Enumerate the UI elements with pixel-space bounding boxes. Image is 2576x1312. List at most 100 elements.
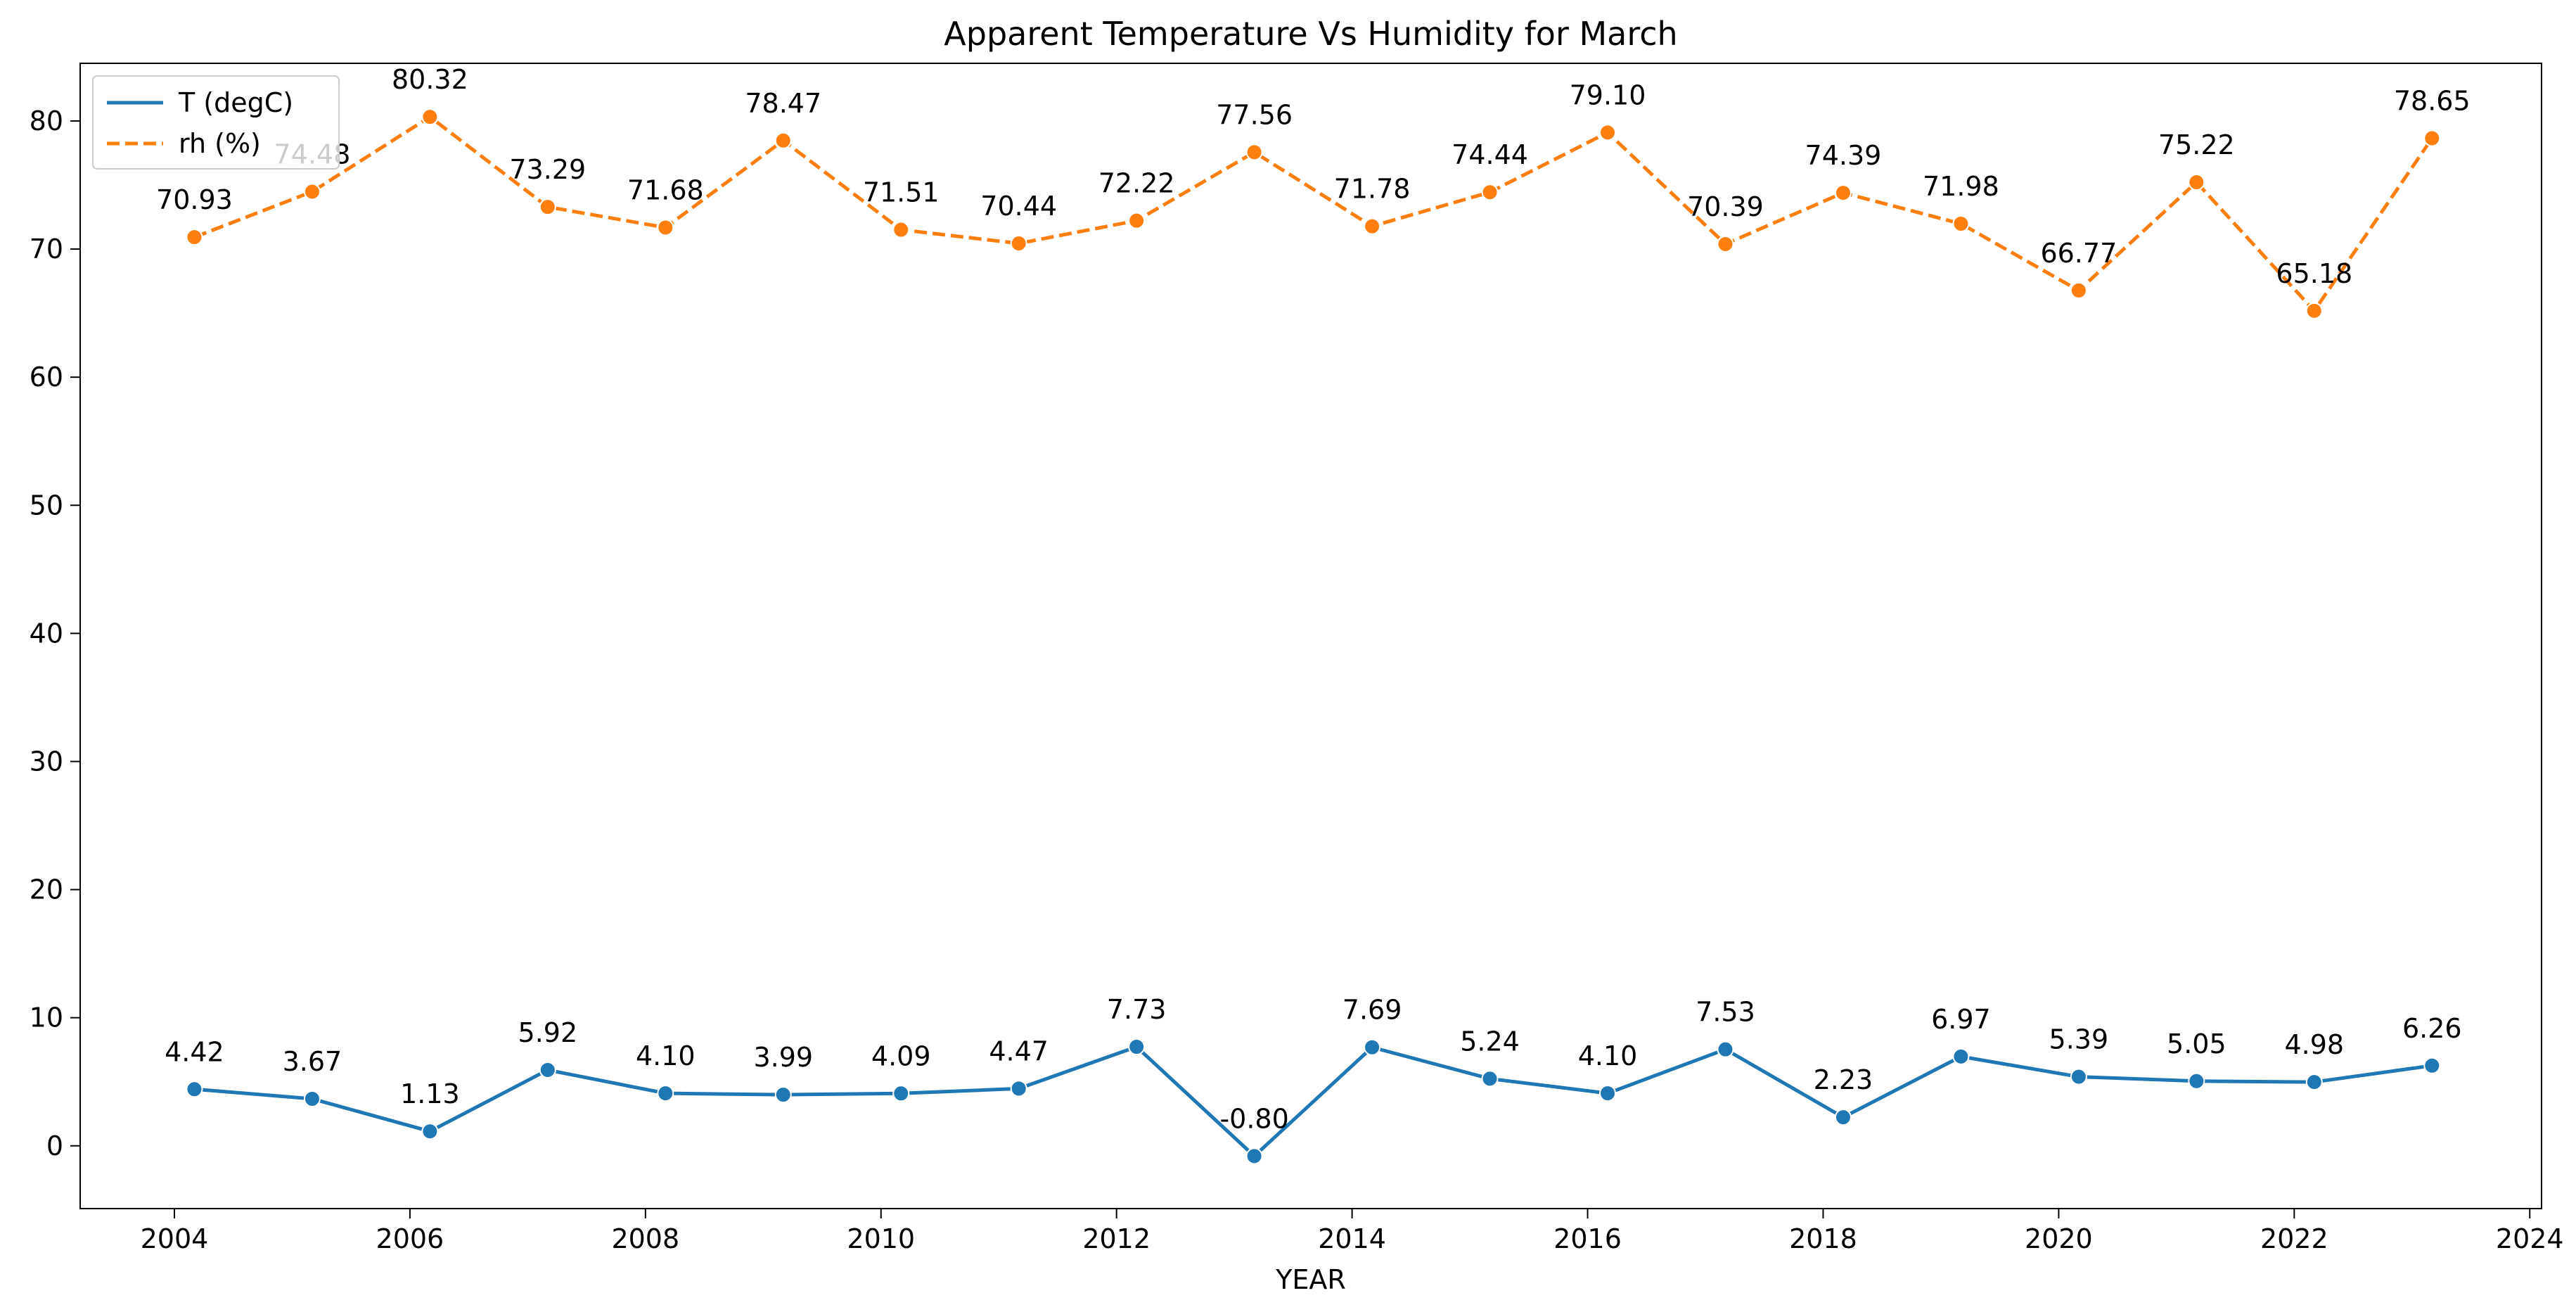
y-tick-label: 0 — [46, 1131, 63, 1161]
data-point — [774, 1086, 792, 1104]
data-point — [892, 1085, 910, 1102]
data-point — [421, 108, 439, 126]
data-label: 3.67 — [283, 1046, 342, 1077]
legend-label: rh (%) — [179, 128, 261, 159]
data-label: 71.78 — [1334, 174, 1411, 205]
x-tick-label: 2008 — [611, 1223, 679, 1254]
data-point — [1010, 235, 1027, 253]
data-point — [1717, 235, 1734, 253]
data-label: 5.05 — [2167, 1028, 2226, 1059]
data-point — [1952, 215, 1970, 232]
x-tick-label: 2024 — [2496, 1223, 2564, 1254]
y-tick-label: 30 — [30, 746, 63, 777]
y-tick-label: 20 — [30, 874, 63, 905]
data-label: 70.44 — [980, 191, 1057, 222]
data-point — [2070, 1068, 2087, 1085]
y-tick-label: 70 — [30, 234, 63, 265]
data-point — [1834, 1109, 1852, 1126]
data-point — [186, 229, 203, 246]
data-label: 74.39 — [1805, 140, 1882, 171]
data-point — [774, 132, 792, 149]
data-label: 4.47 — [989, 1036, 1049, 1066]
plot-axes: 2004 2006 2008 2010 2012 2014 2016 2018 2020 2022… — [30, 63, 2564, 1254]
data-label: 7.53 — [1696, 997, 1755, 1028]
data-label: 3.99 — [753, 1042, 813, 1073]
data-label: 2.23 — [1814, 1064, 1873, 1095]
plot-frame — [79, 63, 2542, 1209]
data-label: 78.47 — [745, 88, 821, 119]
series-line-1 — [194, 1045, 2433, 1158]
data-label: 73.29 — [509, 154, 586, 185]
data-point — [1717, 1040, 1734, 1058]
y-tick-label: 40 — [30, 618, 63, 649]
data-point — [1245, 144, 1263, 161]
data-point — [2305, 1074, 2323, 1091]
y-tick-label: 80 — [30, 106, 63, 136]
data-point — [657, 219, 674, 236]
data-point — [1364, 1038, 1381, 1056]
data-point — [539, 1061, 556, 1078]
y-tick-label: 50 — [30, 490, 63, 521]
data-point — [2070, 281, 2087, 299]
data-label: 4.10 — [1578, 1040, 1638, 1071]
x-tick-label: 2004 — [141, 1223, 209, 1254]
x-tick-label: 2010 — [847, 1223, 915, 1254]
data-label: -0.80 — [1219, 1103, 1288, 1134]
data-label: 78.65 — [2394, 86, 2471, 117]
x-tick-label: 2018 — [1789, 1223, 1857, 1254]
data-point — [421, 1123, 439, 1140]
data-point — [1010, 1080, 1027, 1097]
data-label: 74.44 — [1452, 139, 1528, 170]
x-tick-label: 2016 — [1553, 1223, 1622, 1254]
data-point — [1952, 1047, 1970, 1065]
data-label: 70.93 — [156, 184, 233, 215]
data-point — [2305, 302, 2323, 319]
y-tick-label: 10 — [30, 1002, 63, 1033]
data-point — [539, 198, 556, 216]
data-label: 6.26 — [2402, 1013, 2462, 1044]
data-point — [1481, 184, 1499, 201]
data-label: 66.77 — [2040, 238, 2117, 269]
x-tick-label: 2022 — [2260, 1223, 2328, 1254]
data-label: 4.98 — [2284, 1029, 2344, 1060]
data-point — [2188, 173, 2205, 191]
data-label: 75.22 — [2158, 129, 2235, 160]
x-tick-label: 2012 — [1082, 1223, 1151, 1254]
data-point — [892, 221, 910, 238]
data-label: 65.18 — [2276, 258, 2352, 289]
data-point — [1481, 1070, 1499, 1088]
data-label: 1.13 — [400, 1078, 460, 1109]
legend-label: T (degC) — [178, 87, 293, 118]
data-point — [1834, 184, 1852, 202]
data-label: 71.98 — [1923, 171, 1999, 202]
x-tick-label: 2020 — [2025, 1223, 2093, 1254]
data-label: 5.24 — [1460, 1026, 1520, 1057]
x-tick-label: 2006 — [376, 1223, 444, 1254]
data-point — [2423, 1057, 2441, 1074]
data-label: 79.10 — [1570, 79, 1646, 110]
data-point — [1245, 1147, 1263, 1165]
x-axis-label: YEAR — [1275, 1264, 1346, 1295]
data-point — [1128, 212, 1146, 229]
data-labels: 4.42 3.67 1.13 5.92 4.10 3.99 4.09 4.47 7.73 -0.8… — [156, 64, 2471, 1134]
data-label: 7.73 — [1107, 994, 1167, 1025]
data-label: 5.92 — [518, 1017, 578, 1048]
series-layer — [186, 108, 2441, 1165]
data-point — [2188, 1072, 2205, 1090]
data-point — [303, 183, 321, 200]
data-point — [1599, 1085, 1617, 1102]
data-point — [303, 1090, 321, 1107]
data-label: 77.56 — [1216, 99, 1293, 130]
data-label: 71.68 — [627, 174, 704, 205]
data-point — [2423, 129, 2441, 147]
data-label: 4.42 — [165, 1036, 224, 1067]
data-point — [186, 1081, 203, 1098]
data-point — [1128, 1038, 1146, 1056]
series-line-2 — [193, 115, 2434, 313]
data-point — [1364, 217, 1381, 235]
data-label: 70.39 — [1687, 191, 1764, 222]
data-point — [1599, 124, 1617, 141]
data-label: 71.51 — [863, 177, 940, 208]
data-label: 7.69 — [1343, 995, 1402, 1026]
